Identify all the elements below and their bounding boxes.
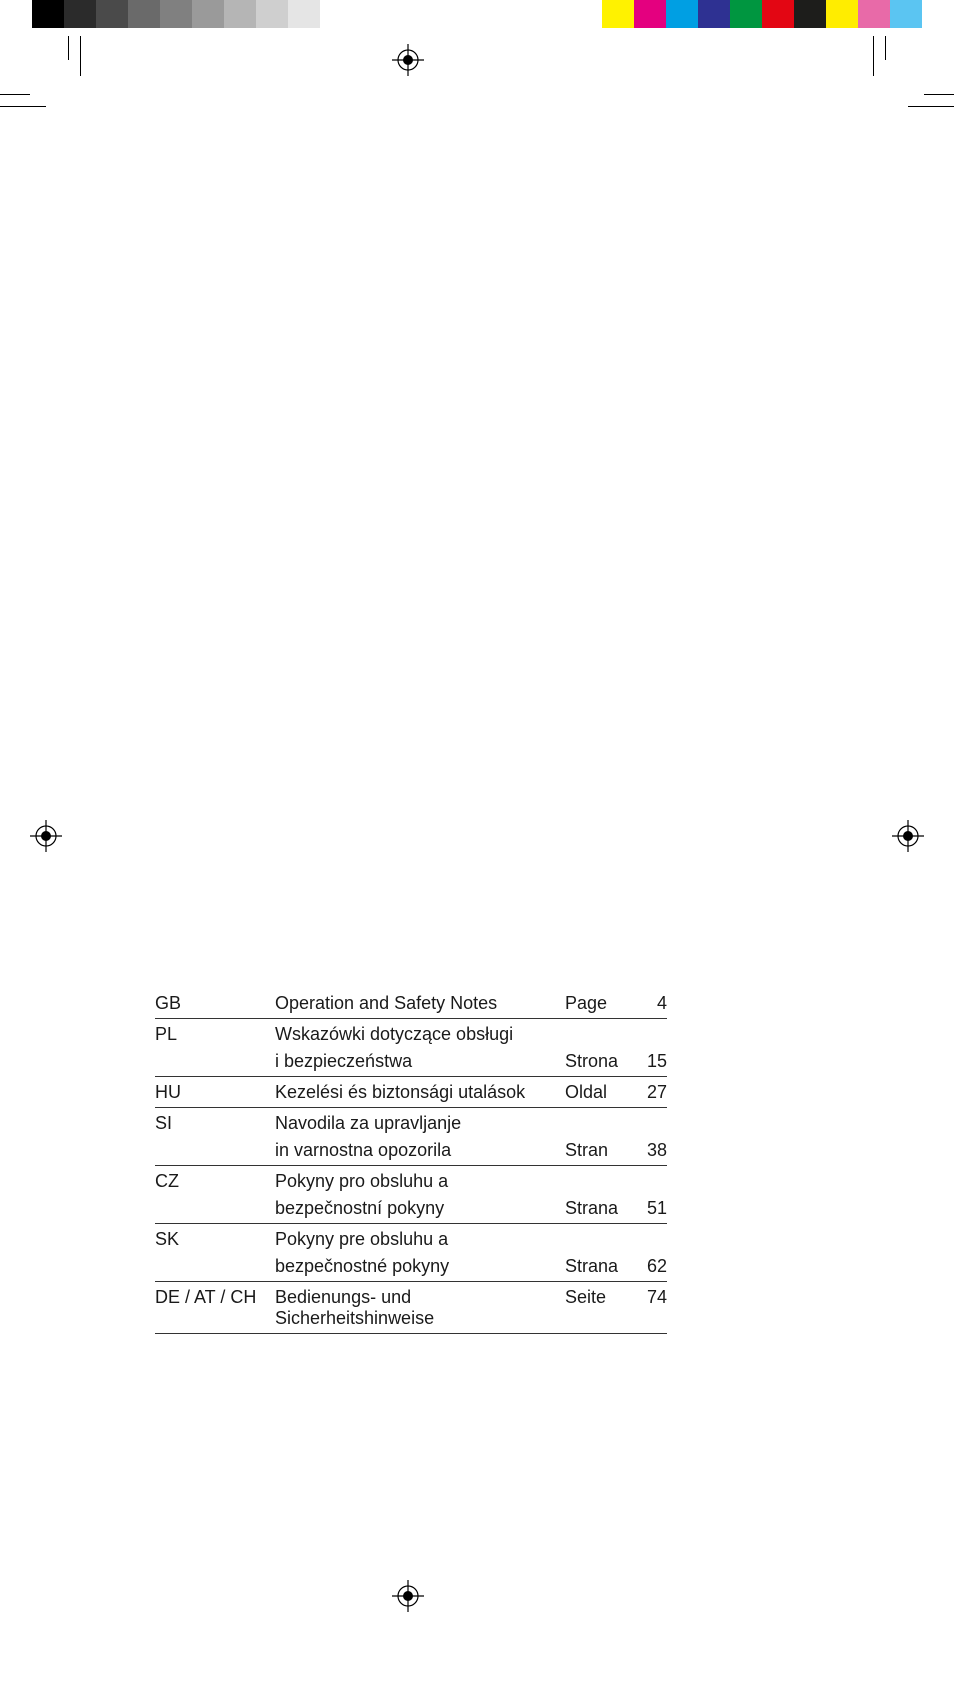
color-swatch <box>794 0 826 28</box>
toc-page-label: Stran <box>565 1140 635 1161</box>
toc-country-code: CZ <box>155 1171 275 1192</box>
toc-row: SI Navodila za upravljanje . in varnostn… <box>155 1108 667 1166</box>
color-swatch <box>762 0 794 28</box>
color-swatch <box>128 0 160 28</box>
color-swatch <box>922 0 954 28</box>
toc-page-number: 62 <box>635 1256 667 1277</box>
crop-mark <box>908 106 954 107</box>
color-swatch <box>64 0 96 28</box>
registration-mark-icon <box>392 1580 424 1612</box>
toc-title: Wskazówki dotyczące obsługi <box>275 1024 667 1045</box>
toc-row: HU Kezelési és biztonsági utalások Oldal… <box>155 1077 667 1108</box>
colorbar-right <box>602 0 954 28</box>
toc-country-code: SK <box>155 1229 275 1250</box>
toc-page-number: 51 <box>635 1198 667 1219</box>
toc-row: CZ Pokyny pro obsluhu a . bezpečnostní p… <box>155 1166 667 1224</box>
toc-country-code: DE / AT / CH <box>155 1287 275 1308</box>
crop-mark <box>873 36 874 76</box>
toc-title: Navodila za upravljanje <box>275 1113 667 1134</box>
color-swatch <box>890 0 922 28</box>
color-swatch <box>192 0 224 28</box>
toc-title: Pokyny pre obsluhu a <box>275 1229 667 1250</box>
color-swatch <box>160 0 192 28</box>
color-swatch <box>96 0 128 28</box>
toc-title: Bedienungs- und Sicherheitshinweise <box>275 1287 565 1329</box>
toc-page-label: Seite <box>565 1287 635 1308</box>
toc-country-code: PL <box>155 1024 275 1045</box>
toc-row: GB Operation and Safety Notes Page 4 <box>155 988 667 1019</box>
colorbar-left <box>0 0 352 28</box>
toc-page-label: Page <box>565 993 635 1014</box>
crop-mark <box>80 36 81 76</box>
registration-mark-icon <box>30 820 62 852</box>
toc-page-label: Oldal <box>565 1082 635 1103</box>
crop-mark <box>0 106 46 107</box>
toc-page-number: 74 <box>635 1287 667 1308</box>
toc-page-label: Strana <box>565 1198 635 1219</box>
toc-title: in varnostna opozorila <box>275 1140 565 1161</box>
crop-mark <box>924 94 954 95</box>
crop-mark <box>68 36 69 60</box>
color-swatch <box>320 0 352 28</box>
toc-title: i bezpieczeństwa <box>275 1051 565 1072</box>
toc-page-label: Strana <box>565 1256 635 1277</box>
color-swatch <box>32 0 64 28</box>
registration-mark-icon <box>892 820 924 852</box>
color-swatch <box>858 0 890 28</box>
toc-row: SK Pokyny pre obsluhu a . bezpečnostné p… <box>155 1224 667 1282</box>
color-swatch <box>666 0 698 28</box>
color-swatch <box>224 0 256 28</box>
crop-mark <box>885 36 886 60</box>
color-swatch <box>698 0 730 28</box>
toc-row: PL Wskazówki dotyczące obsługi . i bezpi… <box>155 1019 667 1077</box>
toc-title: bezpečnostní pokyny <box>275 1198 565 1219</box>
crop-mark <box>0 94 30 95</box>
toc-page-number: 38 <box>635 1140 667 1161</box>
toc-title: bezpečnostné pokyny <box>275 1256 565 1277</box>
toc-title: Kezelési és biztonsági utalások <box>275 1082 565 1103</box>
toc-row: DE / AT / CH Bedienungs- und Sicherheits… <box>155 1282 667 1334</box>
toc-title: Operation and Safety Notes <box>275 993 565 1014</box>
color-swatch <box>634 0 666 28</box>
toc-page-number: 27 <box>635 1082 667 1103</box>
table-of-contents: GB Operation and Safety Notes Page 4 PL … <box>155 988 667 1334</box>
color-swatch <box>730 0 762 28</box>
toc-country-code: HU <box>155 1082 275 1103</box>
toc-country-code: GB <box>155 993 275 1014</box>
toc-page-number: 4 <box>635 993 667 1014</box>
toc-country-code: SI <box>155 1113 275 1134</box>
toc-title: Pokyny pro obsluhu a <box>275 1171 667 1192</box>
toc-page-number: 15 <box>635 1051 667 1072</box>
registration-mark-icon <box>392 44 424 76</box>
color-swatch <box>0 0 32 28</box>
color-swatch <box>602 0 634 28</box>
color-swatch <box>256 0 288 28</box>
color-swatch <box>288 0 320 28</box>
toc-page-label: Strona <box>565 1051 635 1072</box>
color-swatch <box>826 0 858 28</box>
